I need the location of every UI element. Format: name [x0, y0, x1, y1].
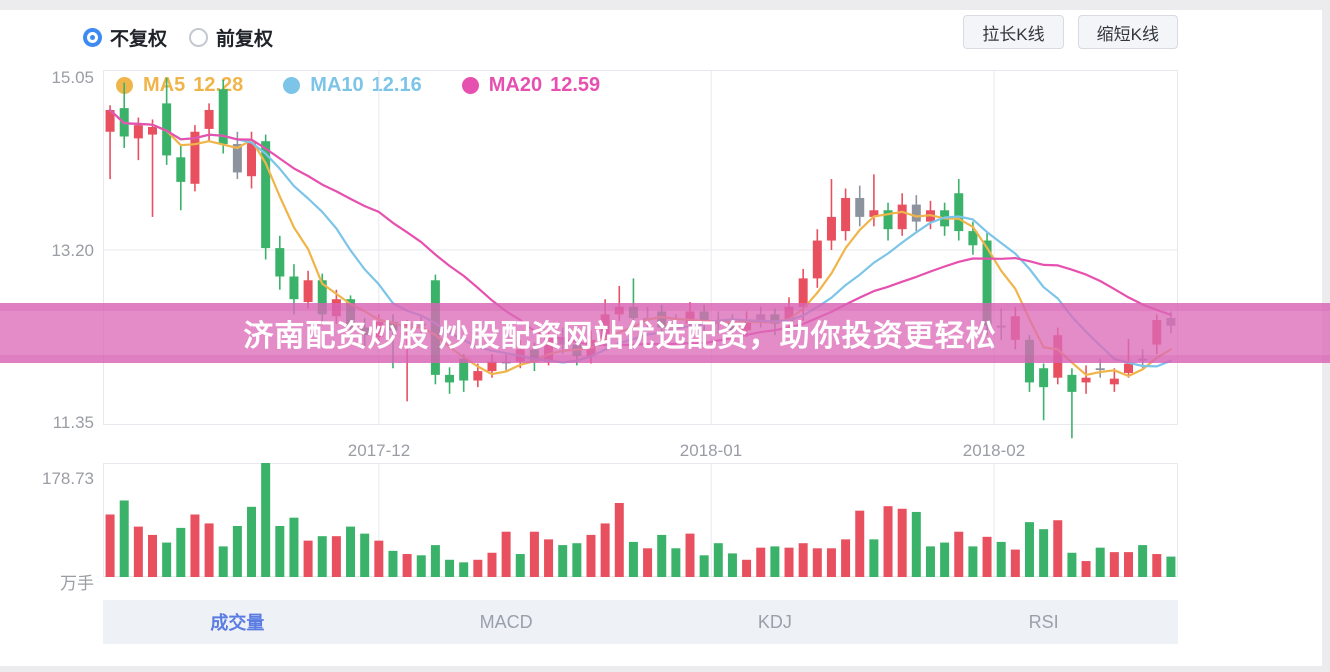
price-axis-min-label: 11.35	[52, 413, 94, 432]
volume-chart	[103, 463, 1178, 582]
indicator-tabbar: 成交量 MACD KDJ RSI	[103, 600, 1178, 644]
ma5-value: 12.28	[193, 74, 244, 96]
x-axis-label-jan: 2018-01	[679, 441, 743, 460]
ma20-dot-icon	[461, 77, 479, 94]
ma5-name: MA5	[143, 74, 186, 96]
adjustment-radio-group: 不复权 前复权	[83, 24, 273, 51]
radio-forward-adjustment[interactable]: 前复权	[189, 24, 273, 51]
volume-axis-max-label: 178.73	[42, 469, 94, 488]
radio-selected-icon[interactable]	[83, 28, 102, 47]
tab-volume[interactable]: 成交量	[210, 613, 265, 633]
tab-kdj[interactable]: KDJ	[757, 611, 792, 632]
radio-forward-adjustment-label: 前复权	[216, 29, 274, 50]
price-axis-mid-label: 13.20	[51, 241, 94, 260]
promo-banner: 济南配资炒股 炒股配资网站优选配资，助你投资更轻松	[0, 303, 1330, 363]
x-axis-label-feb: 2018-02	[962, 441, 1026, 460]
tab-rsi[interactable]: RSI	[1028, 611, 1059, 632]
ma10-dot-icon	[283, 77, 301, 94]
radio-unselected-icon[interactable]	[189, 28, 209, 47]
ma20-value: 12.59	[550, 74, 601, 96]
legend-ma20: MA20 12.59	[461, 74, 601, 97]
ma20-name: MA20	[488, 74, 543, 96]
lengthen-kline-button[interactable]: 拉长K线	[963, 15, 1064, 49]
kline-button-group: 拉长K线 缩短K线	[963, 15, 1178, 49]
volume-axis-unit-label: 万手	[60, 574, 94, 593]
promo-banner-text: 济南配资炒股 炒股配资网站优选配资，助你投资更轻松	[243, 320, 997, 353]
ma10-name: MA10	[310, 74, 364, 96]
shorten-kline-button[interactable]: 缩短K线	[1077, 15, 1178, 49]
ma-legend: MA5 12.28 MA10 12.16 MA20 12.59	[116, 74, 600, 97]
legend-ma10: MA10 12.16	[283, 74, 422, 97]
price-axis-max-label: 15.05	[51, 68, 94, 87]
ma10-value: 12.16	[371, 74, 422, 96]
x-axis-label-dec: 2017-12	[347, 441, 411, 460]
radio-no-adjustment[interactable]: 不复权	[83, 24, 167, 51]
candlestick-chart	[103, 70, 1178, 439]
tab-macd[interactable]: MACD	[479, 611, 533, 632]
radio-no-adjustment-label: 不复权	[110, 29, 168, 50]
